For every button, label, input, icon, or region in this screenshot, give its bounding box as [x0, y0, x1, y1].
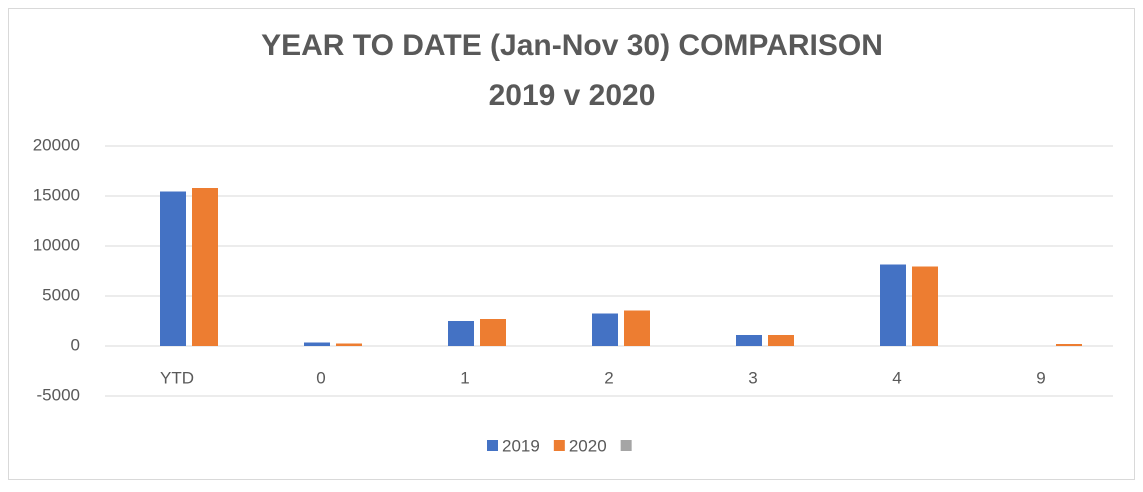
legend-swatch [620, 440, 632, 451]
bar [304, 342, 330, 346]
legend-label: 2019 [502, 436, 540, 455]
bar [880, 264, 906, 346]
bar [592, 313, 618, 346]
x-tick-label: 2 [604, 368, 613, 387]
bar [336, 343, 362, 346]
legend-swatch [553, 440, 565, 451]
x-tick-label: 0 [316, 368, 325, 387]
y-tick-label: 5000 [42, 285, 80, 304]
bar [768, 335, 794, 346]
y-tick-label: -5000 [37, 385, 80, 404]
y-tick-label: 0 [71, 335, 80, 354]
bar [480, 319, 506, 346]
y-tick-label: 15000 [33, 185, 80, 204]
x-tick-label: 4 [892, 368, 901, 387]
bar [160, 191, 186, 346]
y-tick-label: 10000 [33, 235, 80, 254]
legend-swatch [487, 440, 498, 451]
x-tick-label: 9 [1036, 368, 1045, 387]
bar [736, 335, 762, 346]
x-tick-label: YTD [160, 368, 194, 387]
bar [912, 266, 938, 346]
legend-label: 2020 [569, 436, 607, 455]
bar [192, 188, 218, 346]
bar [1056, 344, 1082, 346]
bar [624, 310, 650, 346]
chart-title: YEAR TO DATE (Jan-Nov 30) COMPARISON [261, 29, 883, 62]
chart-subtitle: 2019 v 2020 [489, 79, 656, 112]
bar [448, 321, 474, 346]
y-tick-label: 20000 [33, 135, 80, 154]
x-tick-label: 3 [748, 368, 757, 387]
x-tick-label: 1 [460, 368, 469, 387]
